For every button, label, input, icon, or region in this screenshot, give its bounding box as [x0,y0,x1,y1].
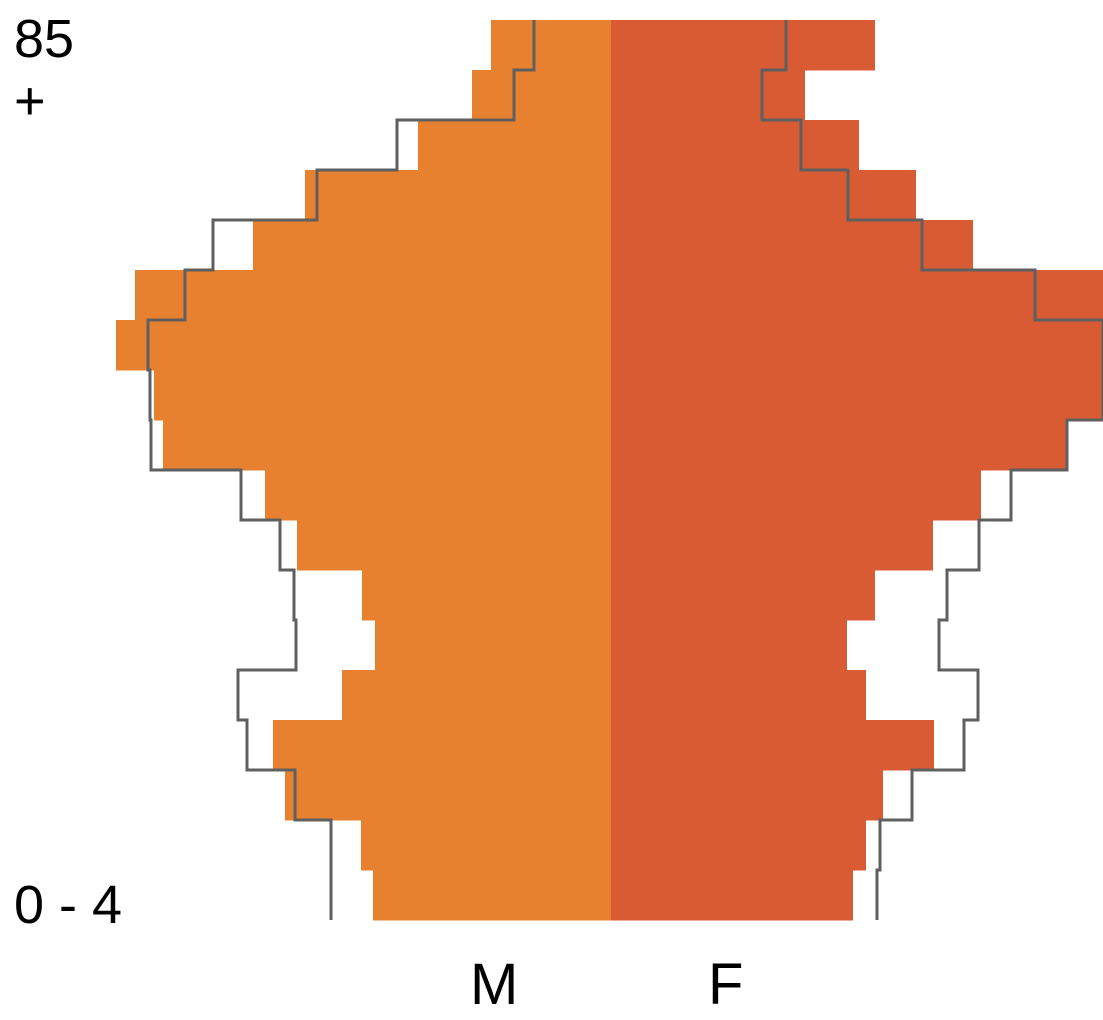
female-bar-7 [611,520,933,571]
female-bar-16 [611,70,805,121]
male-bar-2 [285,770,611,821]
female-reference-outline [760,20,1103,920]
female-bar-8 [611,470,981,521]
female-bar-12 [611,270,1103,321]
male-label: M [470,952,519,1017]
top-age-label: 85 + [14,8,74,132]
top-age-plus: + [14,71,46,131]
male-bar-12 [135,270,611,321]
male-bar-3 [273,720,611,771]
bottom-age-label: 0 - 4 [14,875,123,935]
female-bar-6 [611,570,875,621]
female-label: F [708,952,744,1017]
female-bar-11 [611,320,1103,371]
female-bar-15 [611,120,859,171]
male-bar-6 [362,570,611,621]
male-bar-13 [253,220,611,271]
male-reference-outline [146,20,536,920]
female-bar-4 [611,670,866,721]
female-bar-14 [611,170,916,221]
male-bar-17 [491,20,611,71]
male-bar-7 [297,520,611,571]
female-bar-9 [611,420,1068,471]
male-bar-4 [342,670,611,721]
male-bar-1 [361,820,611,871]
male-bar-5 [375,620,611,671]
female-bar-3 [611,720,934,771]
male-bar-11 [116,320,611,371]
male-bar-9 [163,420,611,471]
female-bar-10 [611,370,1103,421]
female-bar-13 [611,220,973,271]
top-age-value: 85 [14,9,75,69]
male-bar-10 [154,370,611,421]
female-bar-0 [611,870,853,921]
female-bar-1 [611,820,866,871]
male-bar-8 [265,470,611,521]
female-bar-5 [611,620,847,671]
male-bar-16 [472,70,611,121]
female-bar-17 [611,20,875,71]
male-bar-15 [418,120,611,171]
female-bar-2 [611,770,883,821]
male-bar-0 [373,870,611,921]
male-bar-14 [305,170,611,221]
